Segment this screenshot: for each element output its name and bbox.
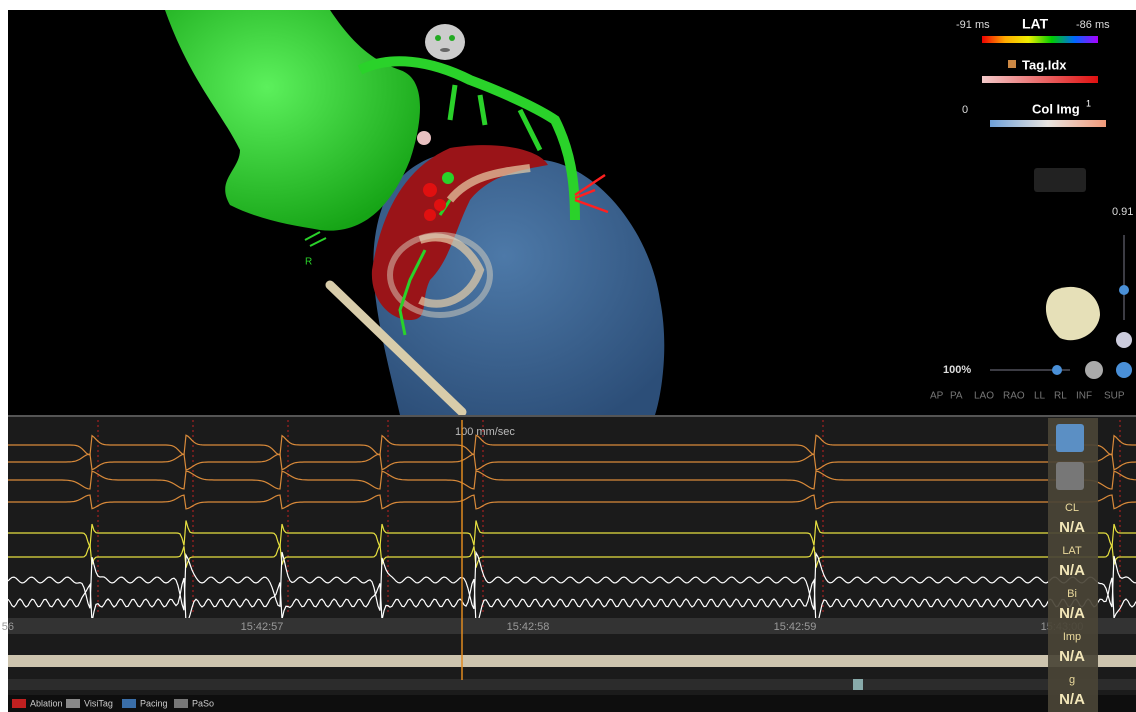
view-button[interactable]: LAO — [974, 391, 994, 402]
rotate-button[interactable] — [1116, 362, 1132, 378]
scroll-thumb[interactable] — [853, 679, 863, 690]
legend-label: Pacing — [140, 698, 168, 708]
lat-max: -86 ms — [1076, 19, 1110, 31]
tag-icon — [1008, 60, 1016, 68]
nav-button[interactable] — [1056, 424, 1084, 452]
time-label: 15:42:59 — [774, 621, 817, 633]
orientation-label: R — [305, 257, 312, 268]
tag-title: Tag.Idx — [1022, 57, 1067, 72]
legend-swatch — [66, 699, 80, 708]
legend-swatch — [174, 699, 188, 708]
info-label: g — [1069, 674, 1075, 686]
col-title: Col Img — [1032, 101, 1080, 116]
tag-colorbar — [982, 76, 1098, 83]
view-button[interactable]: LL — [1034, 391, 1046, 402]
info-value: N/A — [1059, 519, 1085, 536]
opacity-slider[interactable] — [1119, 285, 1129, 295]
zoom-slider[interactable] — [1052, 365, 1062, 375]
view-button[interactable]: RAO — [1003, 391, 1025, 402]
ecg-panel — [8, 415, 1136, 712]
info-label: CL — [1065, 502, 1079, 514]
time-label: 15:42:58 — [507, 621, 550, 633]
view-button[interactable]: AP — [930, 391, 944, 402]
view-button[interactable]: PA — [950, 391, 963, 402]
scroll-track[interactable] — [8, 655, 1136, 667]
screen: R -91 ms LAT -86 ms Tag.Idx 0 Col Img 1 … — [0, 0, 1136, 712]
info-value: N/A — [1059, 648, 1085, 665]
time-label: 56 — [2, 621, 14, 633]
time-label: 15:42:57 — [241, 621, 284, 633]
tag-button[interactable] — [1034, 168, 1086, 192]
zoom-value: 100% — [943, 364, 971, 376]
sweep-speed: 100 mm/sec — [455, 426, 515, 438]
info-label: LAT — [1062, 545, 1082, 557]
col-colorbar — [990, 120, 1106, 127]
reset-button[interactable] — [1116, 332, 1132, 348]
zoom-button[interactable] — [1085, 361, 1103, 379]
view-button[interactable]: SUP — [1104, 391, 1125, 402]
info-value: N/A — [1059, 562, 1085, 579]
view-button[interactable]: RL — [1054, 391, 1067, 402]
tool-button[interactable] — [1056, 462, 1084, 490]
time-bar — [8, 618, 1136, 634]
col-sup: 1 — [1086, 98, 1091, 108]
opacity-value: 0.91 — [1112, 206, 1133, 218]
view-button[interactable]: INF — [1076, 391, 1092, 402]
scroll-track-2[interactable] — [8, 679, 1136, 690]
info-value: N/A — [1059, 605, 1085, 622]
info-value: N/A — [1059, 691, 1085, 708]
legend-label: VisiTag — [84, 698, 113, 708]
lat-min: -91 ms — [956, 19, 990, 31]
info-label: Bi — [1067, 588, 1077, 600]
legend-label: Ablation — [30, 698, 63, 708]
legend-label: PaSo — [192, 698, 214, 708]
info-label: Imp — [1063, 631, 1081, 643]
col-min: 0 — [962, 104, 968, 116]
lat-title: LAT — [1022, 16, 1049, 32]
legend-swatch — [122, 699, 136, 708]
lat-colorbar — [982, 36, 1098, 43]
legend-swatch — [12, 699, 26, 708]
